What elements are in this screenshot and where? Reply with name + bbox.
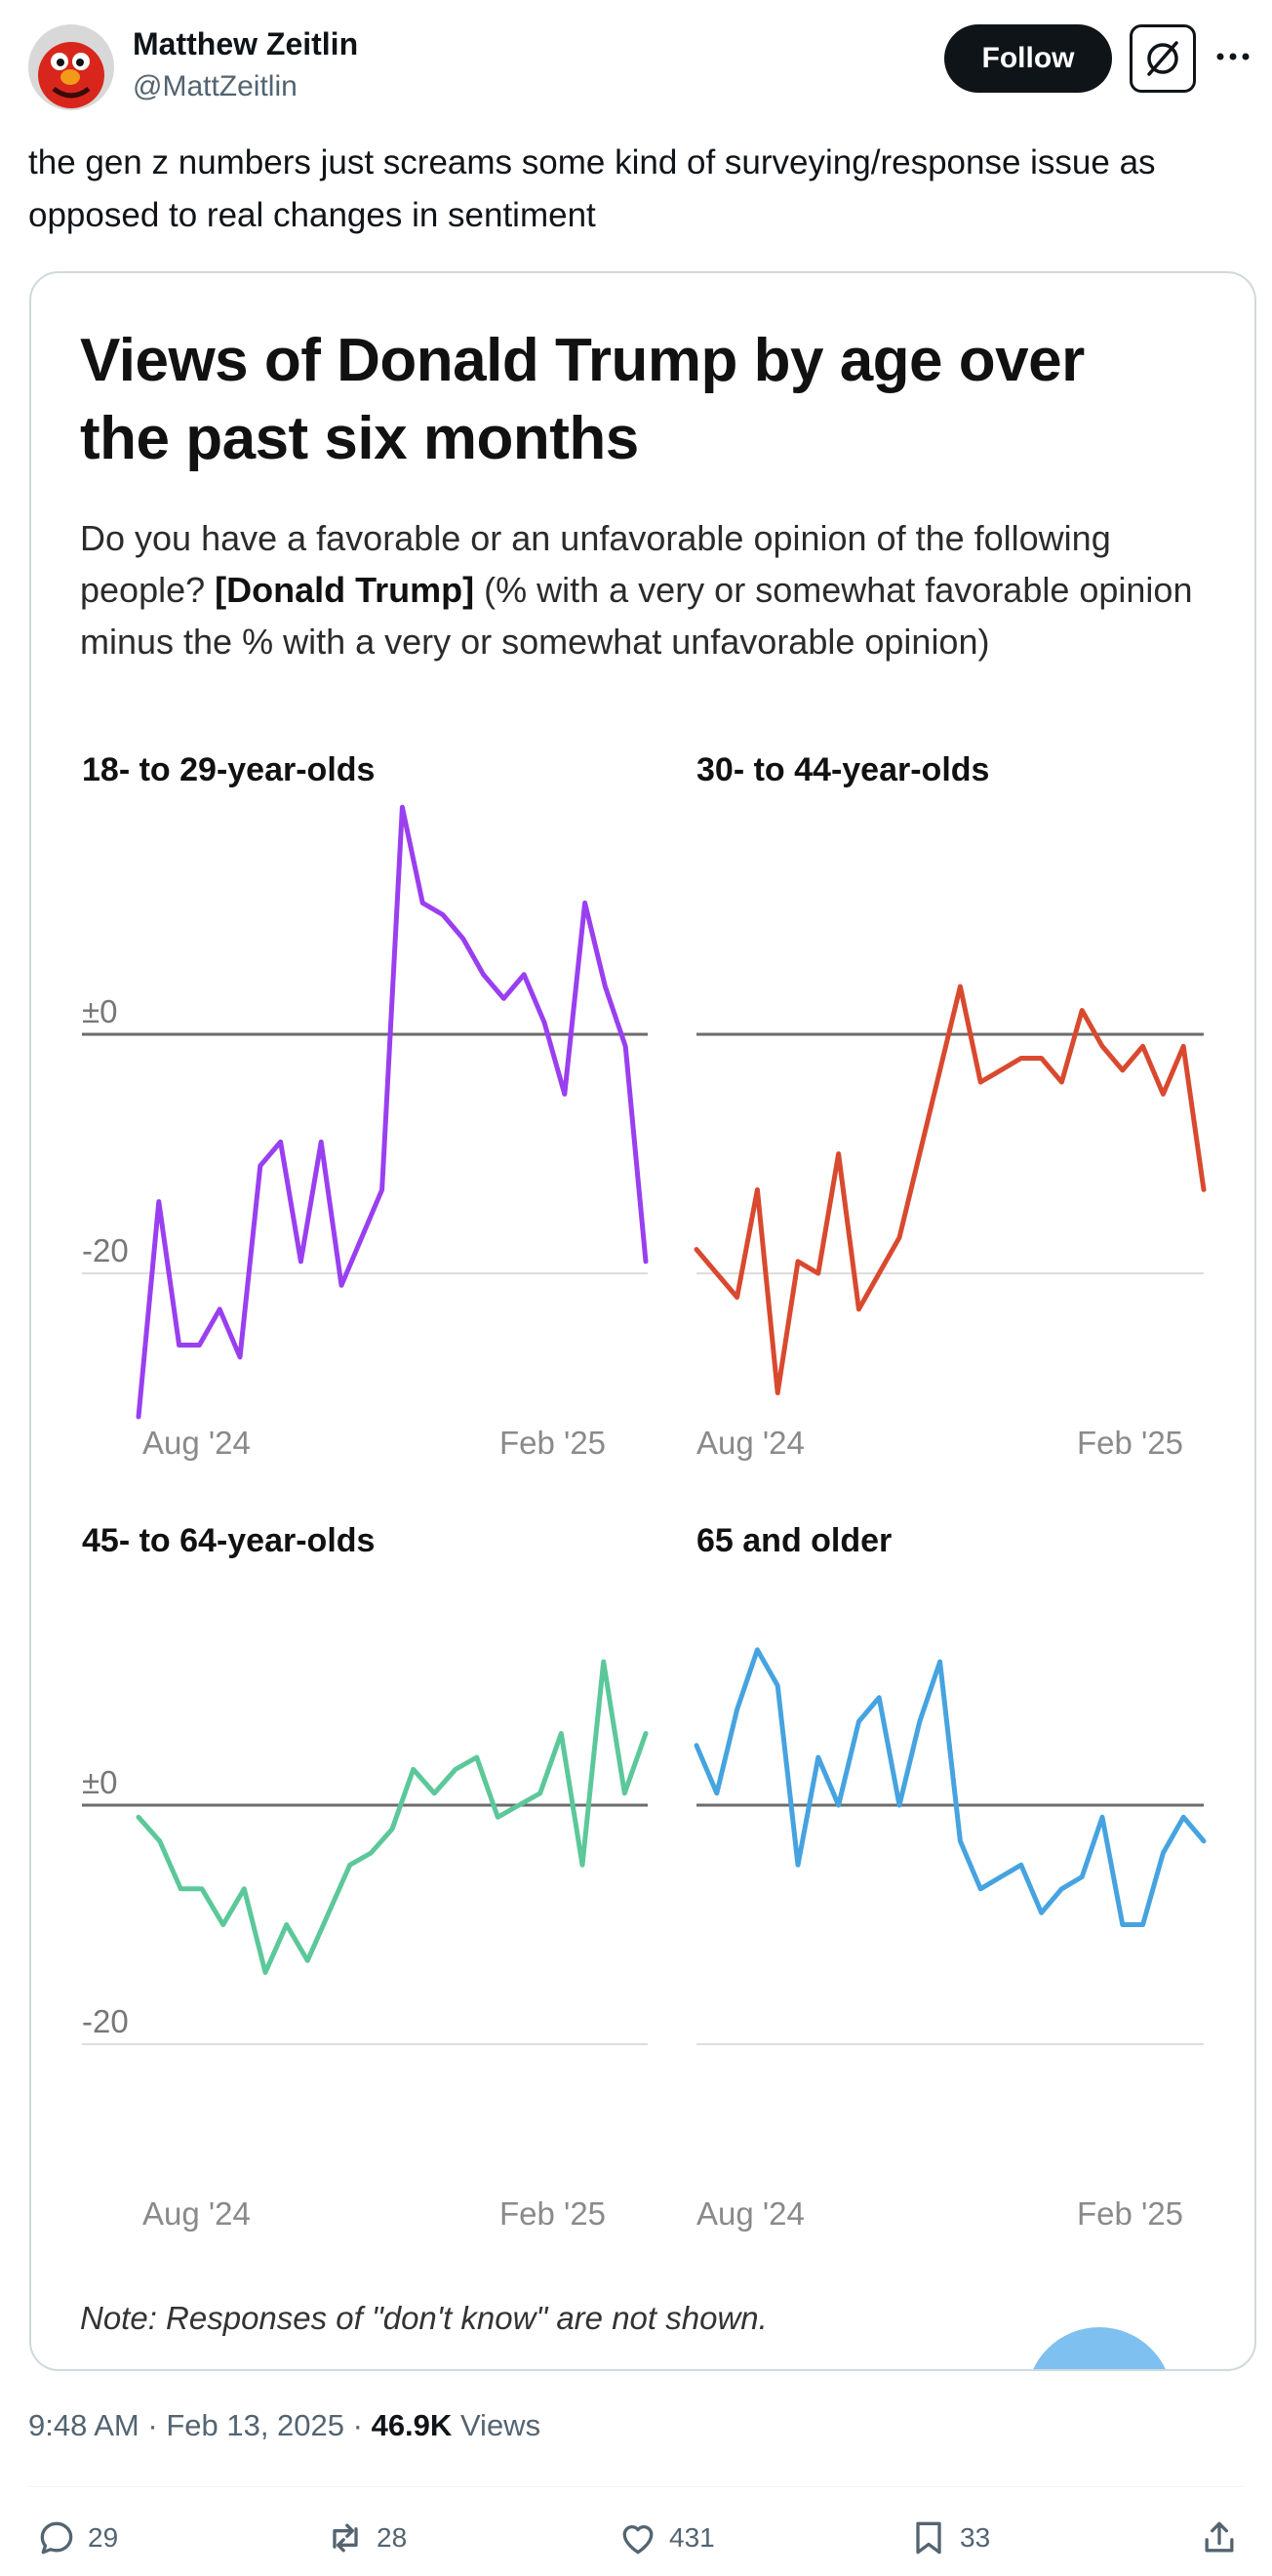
repost-icon [333,2523,358,2553]
series-line [694,1647,1207,1927]
tweet-image[interactable]: Views of Donald Trump by age over the pa… [29,271,1256,2371]
chart-title: 45- to 64-year-olds [82,1522,375,1559]
grok-icon[interactable] [1130,24,1196,93]
reply-count: 29 [88,2522,119,2553]
chart-page-subtitle: Do you have a favorable or an unfavorabl… [80,512,1202,667]
subtitle-text-start: Do you have a favorable or an unfavorabl… [80,518,1111,610]
series-line [136,804,649,1420]
author-name[interactable]: Matthew Zeitlin [133,26,359,61]
reply-icon [40,2521,73,2555]
chart-panel-3: 45- to 64-year-olds ±0 -20 Aug '24 Feb '25 [82,1522,649,2232]
follow-button[interactable]: Follow [944,24,1112,93]
y-tick-label: ±0 [82,993,117,1029]
like-count: 431 [669,2522,715,2553]
chart-title: 65 and older [696,1522,892,1559]
chart-panel-1: 18- to 29-year-olds ±0 -20 Aug '24 Feb '25 [82,751,649,1461]
chart-panel-4: 65 and older Aug '24 Feb '25 [694,1522,1207,2232]
x-tick-label: Aug '24 [696,1425,805,1461]
chart-page-title: Views of Donald Trump by age over the pa… [80,327,1085,472]
tweet-date[interactable]: Feb 13, 2025 [166,2408,345,2442]
heart-icon [622,2525,654,2555]
bookmark-count: 33 [960,2522,991,2553]
share-icon [1205,2521,1234,2553]
actions-divider [28,2486,1244,2487]
x-tick-label: Feb '25 [499,1425,606,1461]
x-tick-label: Feb '25 [1077,1425,1183,1461]
y-tick-label: -20 [82,1232,129,1268]
tweet-text: the gen z numbers just screams some kind… [28,143,1156,234]
views-label: Views [459,2408,541,2442]
chart-note: Note: Responses of "don't know" are not … [80,2300,768,2336]
series-line [694,984,1207,1395]
y-tick-label: -20 [82,2003,129,2039]
tweet-meta: 9:48 AM · Feb 13, 2025 · 46.9K Views [28,2408,541,2442]
x-tick-label: Aug '24 [142,2195,251,2232]
share-button[interactable] [1198,2514,1241,2562]
chart-panel-2: 30- to 44-year-olds Aug '24 Feb '25 [694,751,1207,1461]
x-tick-label: Feb '25 [499,2195,606,2232]
author-avatar[interactable] [28,24,114,110]
reply-button[interactable]: 29 [35,2514,118,2562]
y-tick-label: ±0 [82,1764,117,1800]
author-handle[interactable]: @MattZeitlin [133,70,298,102]
subtitle-text-bold: [Donald Trump] [215,570,475,610]
like-button[interactable]: 431 [616,2514,715,2562]
repost-button[interactable]: 28 [324,2514,407,2562]
x-tick-label: Aug '24 [696,2195,805,2232]
x-tick-label: Aug '24 [142,1425,251,1461]
tweet-time[interactable]: 9:48 AM [28,2408,139,2442]
bookmark-icon [916,2521,941,2555]
x-tick-label: Feb '25 [1077,2195,1183,2232]
chart-title: 18- to 29-year-olds [82,751,375,788]
more-options-icon[interactable] [1213,37,1252,76]
subtitle-text-end: (% with a very or somewhat favorable opi… [80,570,1193,662]
bookmark-button[interactable]: 33 [907,2514,990,2562]
series-line [136,1659,649,1975]
chart-title: 30- to 44-year-olds [696,751,989,788]
repost-count: 28 [377,2522,408,2553]
views-count: 46.9K [371,2408,453,2442]
